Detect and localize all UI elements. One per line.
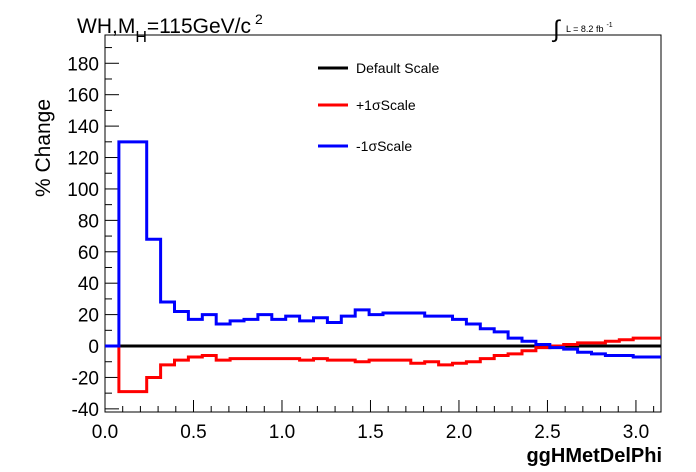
integral-symbol: ∫ — [551, 16, 561, 43]
x-axis-title: ggHMetDelPhi — [526, 445, 662, 467]
legend-label-plus: +1σScale — [356, 97, 416, 113]
chart-title: WH,MH=115GeV/c 2 — [77, 11, 263, 46]
y-tick-label: 160 — [67, 86, 99, 107]
luminosity-label: L = 8.2 fb -1 — [566, 22, 613, 34]
y-tick-label: 0 — [88, 337, 99, 358]
series-line-minus — [105, 140, 661, 359]
legend-label-default: Default Scale — [356, 60, 439, 76]
x-tick-label: 3.0 — [623, 422, 649, 443]
y-tick-label: 180 — [67, 54, 99, 75]
y-tick-label: 100 — [67, 180, 99, 201]
legend: Default Scale +1σScale -1σScale — [318, 60, 439, 154]
y-axis: -40 -20 0 20 40 60 80 100 120 140 160 180 — [67, 47, 119, 421]
x-tick-label: 0.0 — [92, 422, 118, 443]
y-tick-label: -40 — [72, 400, 99, 421]
y-tick-label: 140 — [67, 117, 99, 138]
y-tick-label: 120 — [67, 149, 99, 170]
legend-label-minus: -1σScale — [356, 138, 412, 154]
x-tick-label: 2.0 — [446, 422, 472, 443]
x-tick-label: 2.5 — [534, 422, 560, 443]
x-tick-label: 0.5 — [180, 422, 206, 443]
x-tick-label: 1.0 — [269, 422, 295, 443]
y-axis-title: % Change — [32, 99, 55, 197]
y-tick-label: -20 — [72, 368, 99, 389]
y-tick-label: 20 — [78, 306, 99, 327]
x-axis: 0.0 0.5 1.0 1.5 2.0 2.5 3.0 — [92, 400, 655, 443]
plot-frame — [104, 34, 662, 413]
y-tick-label: 40 — [78, 274, 99, 295]
series-layer — [105, 140, 661, 394]
x-tick-label: 1.5 — [357, 422, 383, 443]
y-tick-label: 80 — [78, 211, 99, 232]
series-line-plus — [105, 336, 661, 394]
y-tick-label: 60 — [78, 243, 99, 264]
